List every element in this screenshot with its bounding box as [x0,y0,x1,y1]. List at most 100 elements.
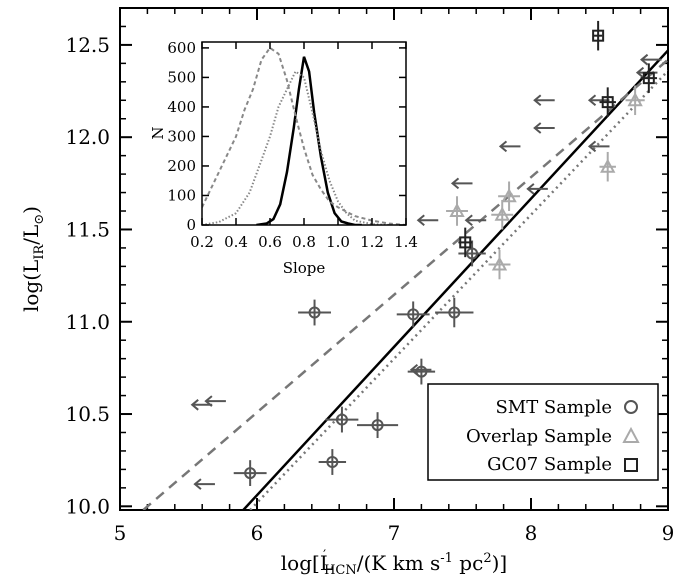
upper-limit-arrow [416,214,439,227]
legend-marker-square [624,458,638,472]
smt-point [233,460,267,487]
upper-limit-arrow [639,53,662,66]
inset-histograms [202,46,406,225]
gc07-marker [601,96,614,109]
upper-limit-arrow [450,177,473,190]
upper-limit-head [409,363,419,376]
upper-limit-head [190,399,199,411]
inset-x-tick-label: 0.4 [224,233,248,251]
smt-marker [415,365,428,378]
inset-x-tick-label: 0.2 [190,233,214,251]
overlap-point [625,85,645,116]
gc07-marker [459,236,472,249]
upper-limit-head [533,122,542,134]
smt-marker [308,306,321,319]
y-axis-title: log(LIR/L⊙) [19,206,47,312]
upper-limit-head [416,214,425,227]
y-tick-label: 12.0 [65,125,110,149]
inset-x-tick-label: 1.0 [326,233,350,251]
upper-limit-arrow [193,478,215,490]
y-tick-label: 10.0 [65,494,110,518]
gc07-marker [642,72,655,85]
upper-limit-arrow [587,94,610,107]
inset-y-tick-label: 500 [167,68,196,86]
smt-marker [407,308,420,321]
inset-y-tick-label: 100 [167,186,196,204]
x-tick-label: 8 [525,521,538,545]
overlap-marker [494,206,510,221]
x-axis-title: log[L′ HCN/(K km s-1 pc2)] [281,548,507,578]
y-tick-label: 11.0 [65,310,110,334]
smt-marker [371,419,384,432]
smt-point [435,297,474,328]
inset-y-tick-label: 600 [167,39,196,57]
upper-limit-arrow [204,395,226,407]
upper-limit-head [533,94,542,107]
inset-y-tick-label: 400 [167,98,196,116]
overlap-marker [600,158,616,173]
overlap-marker [627,92,643,107]
smt-point [396,301,430,328]
upper-limit-head [587,140,597,153]
inset-x-axis-title: Slope [283,259,326,277]
gc07-marker [592,29,605,42]
inset-x-tick-label: 1.2 [360,233,384,251]
inset-y-tick-label: 0 [186,216,196,234]
upper-limit-head [498,140,508,153]
inset-y-axis-title: N [149,126,167,139]
inset-y-tick-label: 300 [167,127,196,145]
upper-limit-arrows [190,53,662,490]
gc07-point [592,20,605,51]
inset-x-tick-label: 0.6 [258,233,282,251]
y-tick-label: 10.5 [65,402,110,426]
overlap-marker [449,202,465,218]
inset-series-dotted [202,70,390,225]
fit-line-dashed [142,58,668,510]
legend-marker-circle [624,400,638,414]
overlap-marker [501,188,517,203]
smt-point [458,240,486,267]
x-tick-label: 5 [114,521,127,545]
legend-label-overlap: Overlap Sample [466,426,612,447]
smt-point [318,449,347,475]
overlap-point [498,181,521,212]
upper-limit-head [526,183,535,195]
inset-series-dashed [202,46,406,225]
x-tick-label: 9 [662,521,675,545]
y-tick-label: 11.5 [65,217,110,241]
legend-marker-triangle [622,426,640,443]
x-tick-label: 7 [388,521,401,545]
smt-marker [335,413,348,426]
inset-plot-frame [201,41,407,226]
upper-limit-arrow [533,94,555,107]
smt-marker [448,306,461,319]
inset-x-tick-label: 0.8 [292,233,316,251]
legend-box [427,383,659,481]
upper-limit-arrow [587,140,610,153]
overlap-point [446,196,468,226]
gc07-point [458,227,473,258]
main-ticks: 5 6 7 8 9 10.0 10.5 11.0 11.5 12.0 12.5 [65,7,675,545]
y-tick-label: 12.5 [65,33,110,57]
smt-marker [466,247,479,260]
x-tick-label: 6 [251,521,264,545]
main-plot: 5 6 7 8 9 10.0 10.5 11.0 11.5 12.0 12.5 log[L′ HCN/… [19,7,675,578]
smt-marker [244,467,257,480]
smt-point [407,358,436,385]
overlap-point [599,151,616,182]
fit-line-dotted [249,69,668,510]
data-points [233,20,658,487]
smt-point [298,299,331,326]
inset-y-tick-label: 200 [167,157,196,175]
smt-marker [326,456,339,469]
upper-limit-head [450,177,460,190]
upper-limit-head [639,53,649,66]
inset-plot: 0.2 0.4 0.6 0.8 1.0 1.2 1.4 0 100 200 300 400 500 600… [149,39,418,277]
inset-series-solid [256,56,362,225]
smt-point [325,406,359,433]
gc07-point [599,87,616,117]
legend: SMT Sample Overlap Sample GC07 Sample [427,383,659,481]
upper-limit-head [193,478,202,490]
inset-plot-background [202,42,406,225]
